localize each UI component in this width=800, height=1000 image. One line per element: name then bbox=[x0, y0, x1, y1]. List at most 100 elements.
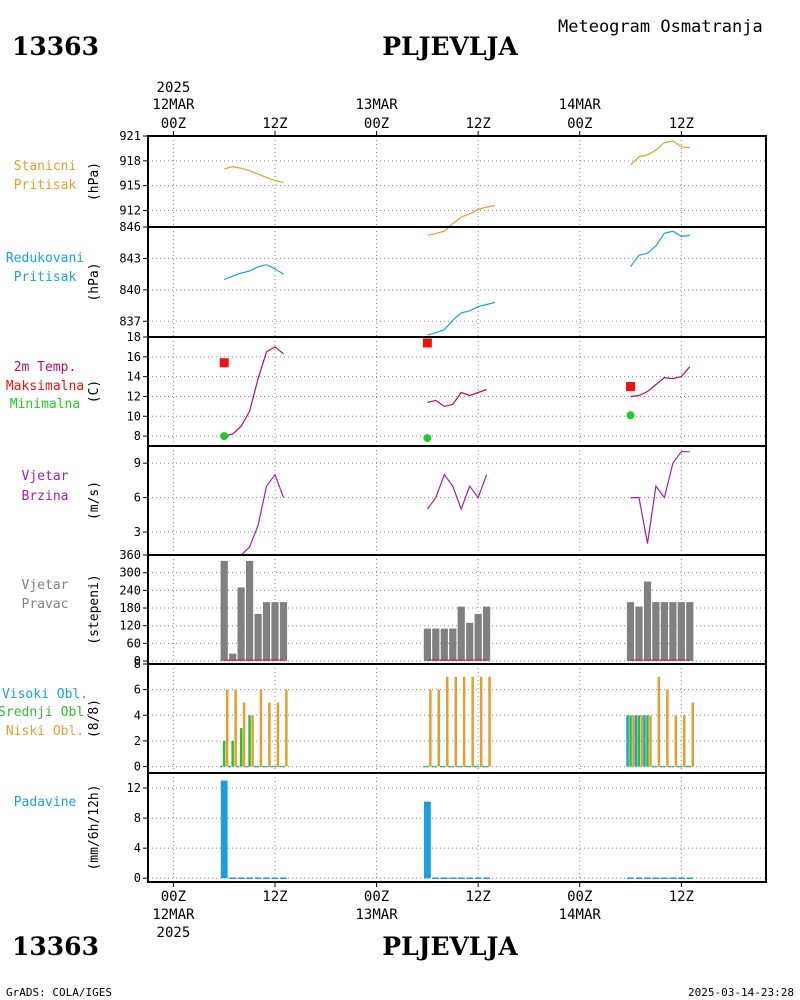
bar-cloud_mid bbox=[239, 728, 243, 767]
top-time-label-hour: 00Z bbox=[567, 116, 592, 132]
y-axis-label: (stepeni) bbox=[87, 574, 102, 644]
bar-wind_dir_bar bbox=[229, 653, 237, 662]
y-tick-label: 6 bbox=[134, 683, 141, 697]
bar-precip bbox=[220, 780, 228, 879]
bar-cloud_high bbox=[634, 715, 638, 767]
panel-frame bbox=[147, 336, 767, 447]
series-line-reduced_pressure bbox=[427, 301, 496, 336]
panel-label: Srednji Obl. bbox=[0, 705, 92, 720]
station-id-top: 13363 bbox=[12, 32, 99, 61]
bar-cloud_low bbox=[285, 689, 288, 767]
panel-2: 8 10 12 14 16 18 (C) 2m Temp. Maksimalna Minimaln… bbox=[6, 330, 767, 447]
top-time-label-date: 14MAR bbox=[559, 97, 602, 113]
bar-cloud_low bbox=[640, 715, 644, 767]
series-line-wind bbox=[630, 451, 690, 544]
bar-wind_dir_bar bbox=[449, 628, 457, 661]
bottom-time-axis: 00Z 12MAR 2025 12Z 00Z 13MAR 12Z 00Z 14MAR 12Z bbox=[152, 882, 694, 941]
y-axis-label: (C) bbox=[87, 380, 102, 403]
product-title: Meteogram Osmatranja bbox=[558, 17, 763, 37]
bar-cloud_low bbox=[488, 676, 491, 767]
y-tick-label: 4 bbox=[134, 708, 141, 722]
bottom-time-label-date: 14MAR bbox=[559, 907, 602, 923]
bar-wind_dir_bar bbox=[669, 602, 677, 661]
station-id-bottom: 13363 bbox=[12, 932, 99, 961]
marker-tmin bbox=[423, 434, 432, 443]
bar-precip bbox=[424, 801, 431, 879]
panel-label: Padavine bbox=[14, 795, 77, 810]
y-tick-label: 0 bbox=[134, 871, 141, 885]
y-axis-label: (hPa) bbox=[87, 262, 102, 301]
panel-label: Pritisak bbox=[14, 270, 77, 285]
y-tick-label: 9 bbox=[134, 456, 141, 470]
bar-wind_dir_bar bbox=[423, 628, 431, 661]
bar-cloud_low bbox=[234, 689, 237, 767]
bar-cloud_low bbox=[691, 702, 694, 767]
series-line-reduced_pressure bbox=[630, 230, 690, 268]
top-time-label-hour: 12Z bbox=[466, 116, 491, 132]
panel-label: Visoki Obl. bbox=[2, 687, 88, 702]
bar-wind_dir_bar bbox=[246, 560, 254, 662]
series-line-wind bbox=[426, 473, 488, 511]
bottom-time-label-date: 13MAR bbox=[355, 907, 398, 923]
y-tick-label: 180 bbox=[119, 601, 141, 615]
panel-label: Niski Obl. bbox=[6, 724, 84, 739]
bar-wind_dir_bar bbox=[466, 622, 474, 662]
bar-cloud_low bbox=[462, 676, 466, 767]
y-tick-label: 4 bbox=[134, 841, 141, 855]
marker-tmax bbox=[219, 358, 229, 368]
panel-5: 0 2 4 6 8 (8/8)Visoki Obl. Srednji Obl. Niski O… bbox=[0, 657, 767, 774]
y-tick-label: 0 bbox=[134, 654, 141, 668]
bottom-time-label-year: 2025 bbox=[157, 925, 191, 941]
series-line-temperature bbox=[427, 388, 487, 408]
y-tick-label: 300 bbox=[119, 566, 141, 580]
panel-4: 0 60 120 180 240 300 360 (stepeni) Vjetar Pravac bbox=[22, 548, 767, 668]
bar-wind_dir_bar bbox=[643, 581, 652, 661]
series-line-reduced_pressure bbox=[223, 264, 284, 280]
bar-cloud_low bbox=[479, 676, 483, 767]
bar-cloud_low bbox=[471, 676, 474, 767]
bar-cloud_low bbox=[259, 689, 263, 767]
meteogram-panels: 912915918921(hPa)StanicniPritisak8378408… bbox=[0, 129, 767, 885]
bar-wind_dir_bar bbox=[271, 602, 279, 661]
panel-label: Maksimalna bbox=[6, 379, 84, 394]
panel-0: 912 915 918 921 (hPa) Stanicni Pritisak bbox=[14, 129, 767, 236]
panel-frame bbox=[147, 772, 767, 883]
footer-credit: GrADS: COLA/IGES bbox=[6, 986, 112, 999]
bar-cloud_low bbox=[242, 702, 246, 767]
bar-cloud_low bbox=[666, 689, 669, 767]
panel-frame bbox=[147, 226, 767, 338]
bar-wind_dir_bar bbox=[483, 606, 491, 662]
bar-cloud_low bbox=[446, 676, 449, 767]
series-line-station_pressure bbox=[427, 204, 496, 236]
marker-tmin bbox=[626, 411, 635, 420]
bar-cloud_mid bbox=[637, 715, 641, 767]
series-line-temperature bbox=[630, 366, 691, 398]
bar-wind_dir_bar bbox=[432, 628, 440, 661]
top-time-label-date: 12MAR bbox=[152, 97, 195, 113]
y-tick-label: 12 bbox=[127, 781, 141, 795]
bar-wind_dir_bar bbox=[635, 606, 643, 662]
y-tick-label: 0 bbox=[134, 760, 141, 774]
panel-label: Vjetar bbox=[22, 469, 69, 484]
panel-label: Pravac bbox=[22, 597, 69, 612]
bottom-time-label-hour: 00Z bbox=[567, 889, 592, 905]
bottom-time-label-hour: 12Z bbox=[262, 889, 287, 905]
bar-cloud_mid bbox=[231, 740, 234, 767]
panel-label: Pritisak bbox=[14, 178, 77, 193]
bar-wind_dir_bar bbox=[677, 602, 685, 661]
bar-cloud_low bbox=[649, 715, 652, 767]
y-tick-label: 3 bbox=[134, 525, 141, 539]
top-time-label-year: 2025 bbox=[157, 80, 191, 96]
bar-cloud_low bbox=[225, 689, 229, 767]
y-tick-label: 360 bbox=[119, 548, 141, 562]
y-tick-label: 240 bbox=[119, 583, 141, 597]
bottom-time-label-hour: 00Z bbox=[364, 889, 389, 905]
top-time-label-hour: 00Z bbox=[161, 116, 186, 132]
bottom-time-label-hour: 12Z bbox=[669, 889, 694, 905]
footer-timestamp: 2025-03-14-23:28 bbox=[688, 986, 794, 999]
bar-cloud_low bbox=[276, 702, 280, 767]
y-tick-label: 915 bbox=[119, 179, 141, 193]
bottom-time-label-hour: 12Z bbox=[466, 889, 491, 905]
bar-wind_dir_bar bbox=[626, 602, 635, 661]
